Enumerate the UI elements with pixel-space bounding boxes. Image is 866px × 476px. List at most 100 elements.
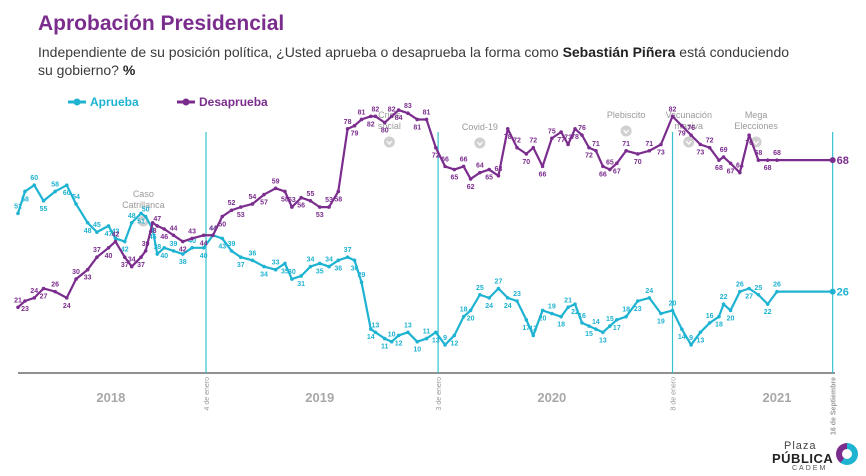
data-point-desaprueba bbox=[23, 299, 27, 303]
data-point-desaprueba bbox=[756, 158, 761, 162]
data-label-desaprueba: 68 bbox=[755, 150, 763, 157]
data-label-aprueba: 44 bbox=[209, 225, 217, 232]
data-label-desaprueba: 42 bbox=[112, 232, 120, 239]
data-point-aprueba bbox=[308, 264, 313, 269]
data-label-desaprueba: 40 bbox=[105, 253, 113, 260]
data-label-desaprueba: 62 bbox=[467, 184, 475, 191]
data-point-desaprueba bbox=[389, 114, 394, 119]
data-point-desaprueba bbox=[129, 264, 134, 269]
data-point-aprueba bbox=[359, 280, 364, 285]
data-point-aprueba bbox=[113, 236, 118, 241]
data-label-desaprueba: 44 bbox=[209, 225, 217, 232]
vline-label-16-de-septiembre: 16 de Septiembre bbox=[831, 377, 838, 435]
data-point-desaprueba bbox=[659, 142, 663, 147]
data-point-aprueba bbox=[680, 327, 684, 331]
final-point-desaprueba bbox=[829, 157, 836, 164]
year-label-2021: 2021 bbox=[763, 390, 792, 405]
data-point-desaprueba bbox=[308, 199, 313, 203]
legend-marker-desaprueba bbox=[182, 98, 190, 106]
data-point-aprueba bbox=[452, 333, 457, 338]
data-point-desaprueba bbox=[317, 205, 322, 209]
data-label-desaprueba: 78 bbox=[344, 119, 352, 126]
data-point-desaprueba bbox=[531, 145, 536, 150]
data-label-desaprueba: 83 bbox=[404, 103, 412, 110]
data-label-aprueba: 13 bbox=[599, 337, 607, 344]
data-label-desaprueba: 53 bbox=[325, 197, 333, 204]
data-point-desaprueba bbox=[180, 239, 185, 244]
data-point-aprueba bbox=[721, 302, 726, 306]
subtitle-percent-sign: % bbox=[122, 62, 136, 78]
data-point-desaprueba bbox=[190, 236, 194, 241]
data-label-desaprueba: 53 bbox=[288, 197, 296, 204]
data-label-desaprueba: 27 bbox=[40, 293, 48, 300]
data-label-desaprueba: 34 bbox=[128, 257, 136, 264]
data-point-aprueba bbox=[478, 292, 482, 297]
data-point-desaprueba bbox=[468, 177, 473, 181]
data-point-aprueba bbox=[765, 302, 770, 306]
year-label-2018: 2018 bbox=[96, 390, 125, 405]
data-label-desaprueba: 48 bbox=[149, 228, 157, 235]
data-label-aprueba: 14 bbox=[592, 319, 600, 326]
data-label-aprueba: 25 bbox=[755, 285, 763, 292]
subtitle-question: Independiente de su posición política, ¿… bbox=[38, 44, 563, 60]
data-point-desaprueba bbox=[229, 208, 234, 213]
data-label-desaprueba: 68 bbox=[715, 165, 723, 172]
final-value-aprueba: 26 bbox=[837, 287, 849, 299]
data-label-desaprueba: 26 bbox=[51, 282, 59, 289]
data-label-aprueba: 39 bbox=[228, 241, 236, 248]
data-label-desaprueba: 76 bbox=[578, 125, 586, 132]
data-point-aprueba bbox=[515, 299, 519, 303]
data-label-aprueba: 48 bbox=[84, 228, 92, 235]
data-point-desaprueba bbox=[262, 192, 266, 197]
data-label-aprueba: 46 bbox=[149, 234, 157, 241]
data-label-desaprueba: 82 bbox=[372, 106, 380, 113]
data-point-aprueba bbox=[496, 286, 501, 291]
data-label-desaprueba: 82 bbox=[388, 106, 396, 113]
data-label-aprueba: 9 bbox=[443, 335, 447, 342]
data-point-aprueba bbox=[250, 258, 255, 263]
data-point-aprueba bbox=[443, 343, 447, 347]
data-point-desaprueba bbox=[496, 174, 501, 178]
data-label-aprueba: 16 bbox=[578, 313, 586, 320]
data-point-desaprueba bbox=[155, 224, 160, 228]
data-label-aprueba: 51 bbox=[14, 203, 22, 210]
data-point-desaprueba bbox=[515, 145, 519, 150]
event-arrow-icon bbox=[683, 136, 695, 148]
event-arrow-icon bbox=[474, 137, 486, 149]
data-label-aprueba: 36 bbox=[351, 265, 359, 272]
data-point-aprueba bbox=[775, 289, 779, 294]
data-point-aprueba bbox=[155, 252, 160, 256]
data-point-aprueba bbox=[352, 258, 357, 263]
data-label-desaprueba: 58 bbox=[281, 196, 289, 203]
data-point-desaprueba bbox=[443, 164, 447, 169]
chart-title: Aprobación Presidencial bbox=[38, 12, 285, 35]
subtitle-question-end: está conduciendo su gobierno? bbox=[38, 44, 790, 78]
logo-line-publica: PÚBLICA bbox=[772, 451, 834, 466]
data-point-aprueba bbox=[229, 249, 234, 253]
event-label-vacunacion-masiva: Vacunación bbox=[666, 110, 712, 120]
data-label-desaprueba: 70 bbox=[634, 159, 642, 166]
data-label-desaprueba: 53 bbox=[316, 212, 324, 219]
data-label-desaprueba: 84 bbox=[395, 115, 403, 122]
data-point-desaprueba bbox=[524, 152, 529, 156]
data-point-aprueba bbox=[406, 330, 410, 335]
data-point-aprueba bbox=[273, 267, 278, 272]
data-label-aprueba: 36 bbox=[249, 250, 257, 257]
event-label-mega-elecciones: Mega bbox=[745, 110, 768, 120]
data-point-desaprueba bbox=[406, 111, 410, 116]
data-label-aprueba: 13 bbox=[696, 337, 704, 344]
data-point-aprueba bbox=[336, 258, 341, 263]
data-label-desaprueba: 24 bbox=[63, 303, 71, 310]
data-label-aprueba: 12 bbox=[395, 340, 403, 347]
data-point-desaprueba bbox=[239, 205, 243, 209]
data-point-desaprueba bbox=[16, 305, 20, 310]
year-label-2020: 2020 bbox=[537, 390, 566, 405]
data-label-aprueba: 18 bbox=[460, 307, 468, 314]
data-label-aprueba: 24 bbox=[485, 303, 493, 310]
event-arrow-chevron-icon bbox=[476, 141, 483, 147]
data-label-aprueba: 26 bbox=[736, 282, 744, 289]
data-point-desaprueba bbox=[487, 167, 491, 172]
data-label-desaprueba: 66 bbox=[539, 171, 547, 178]
data-label-aprueba: 13 bbox=[404, 322, 412, 329]
data-label-aprueba: 22 bbox=[764, 309, 772, 316]
